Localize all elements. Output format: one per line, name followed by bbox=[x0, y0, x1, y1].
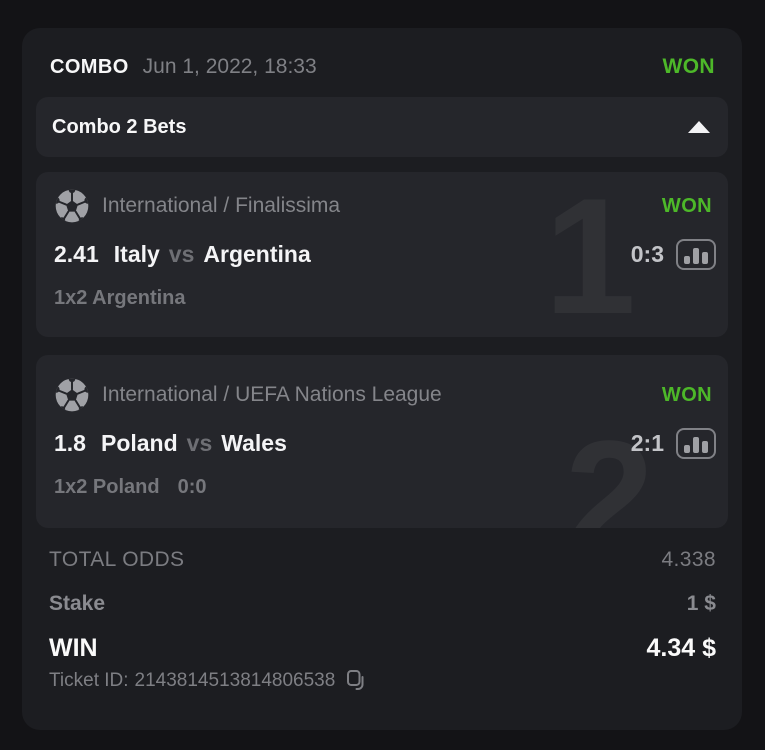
stake-row: Stake 1 $ bbox=[49, 589, 716, 619]
bet-league: International / UEFA Nations League bbox=[102, 383, 442, 406]
soccer-ball-icon bbox=[55, 189, 89, 223]
win-row: WIN 4.34 $ bbox=[49, 631, 716, 665]
copy-icon[interactable] bbox=[345, 669, 366, 692]
total-odds-row: TOTAL ODDS 4.338 bbox=[49, 545, 716, 575]
away-team: Argentina bbox=[203, 241, 311, 267]
total-odds-label: TOTAL ODDS bbox=[49, 548, 185, 571]
bet-league: International / Finalissima bbox=[102, 194, 341, 217]
soccer-ball-icon bbox=[55, 378, 89, 412]
home-team: Italy bbox=[113, 241, 160, 267]
stats-icon[interactable] bbox=[676, 428, 716, 459]
ticket-id-value: 2143814513814806538 bbox=[134, 669, 336, 691]
ticket-header: COMBO Jun 1, 2022, 18:33 WON bbox=[22, 28, 742, 82]
bet-odds: 1.8 bbox=[54, 430, 86, 456]
match-score: 2:1 bbox=[630, 430, 664, 456]
home-team: Poland bbox=[100, 430, 178, 456]
chevron-up-icon[interactable] bbox=[688, 121, 710, 133]
away-team: Wales bbox=[221, 430, 287, 456]
stake-label: Stake bbox=[49, 592, 106, 615]
bet-status-badge: WON bbox=[661, 194, 712, 217]
stats-icon[interactable] bbox=[676, 239, 716, 270]
win-label: WIN bbox=[49, 633, 98, 662]
bet-pick-score: 0:0 bbox=[177, 476, 207, 498]
bet-pick: 1x2 Poland bbox=[54, 476, 160, 498]
ticket-summary: TOTAL ODDS 4.338 Stake 1 $ WIN 4.34 $ Ti… bbox=[22, 545, 742, 692]
vs-separator: vs bbox=[168, 241, 195, 267]
bet-2-pick-row: 1x2 Poland 0:0 bbox=[54, 476, 716, 499]
bet-item-2: 2 International / UEFA N bbox=[36, 355, 728, 528]
bet-status-badge: WON bbox=[661, 383, 712, 406]
combo-bets-label: Combo 2 Bets bbox=[52, 115, 187, 138]
bet-1-match-row: 2.41 Italy vs Argentina 0:3 bbox=[54, 239, 716, 270]
ticket-datetime: Jun 1, 2022, 18:33 bbox=[142, 55, 317, 78]
vs-separator: vs bbox=[186, 430, 213, 456]
ticket-id-text: Ticket ID: 2143814513814806538 bbox=[49, 670, 335, 692]
ticket-id-label: Ticket ID: bbox=[49, 669, 129, 691]
bet-item-1: 1 International / Finali bbox=[36, 172, 728, 337]
total-odds-value: 4.338 bbox=[661, 548, 716, 571]
ticket-status-badge: WON bbox=[662, 55, 715, 78]
bet-pick: 1x2 Argentina bbox=[54, 287, 186, 309]
bet-1-league-row: International / Finalissima WON bbox=[54, 188, 716, 224]
win-value: 4.34 $ bbox=[646, 633, 716, 662]
bet-type-label: COMBO bbox=[50, 55, 129, 78]
bet-odds: 2.41 bbox=[54, 241, 99, 267]
match-score: 0:3 bbox=[630, 241, 664, 267]
stake-value: 1 $ bbox=[686, 592, 716, 615]
bet-2-league-row: International / UEFA Nations League WON bbox=[54, 377, 716, 413]
bet-1-pick-row: 1x2 Argentina bbox=[54, 287, 716, 310]
bet-2-match-row: 1.8 Poland vs Wales 2:1 bbox=[54, 428, 716, 459]
bet-ticket-card: COMBO Jun 1, 2022, 18:33 WON Combo 2 Bet… bbox=[22, 28, 742, 730]
ticket-id-row: Ticket ID: 2143814513814806538 bbox=[49, 669, 716, 692]
combo-bets-toggle[interactable]: Combo 2 Bets bbox=[36, 97, 728, 157]
